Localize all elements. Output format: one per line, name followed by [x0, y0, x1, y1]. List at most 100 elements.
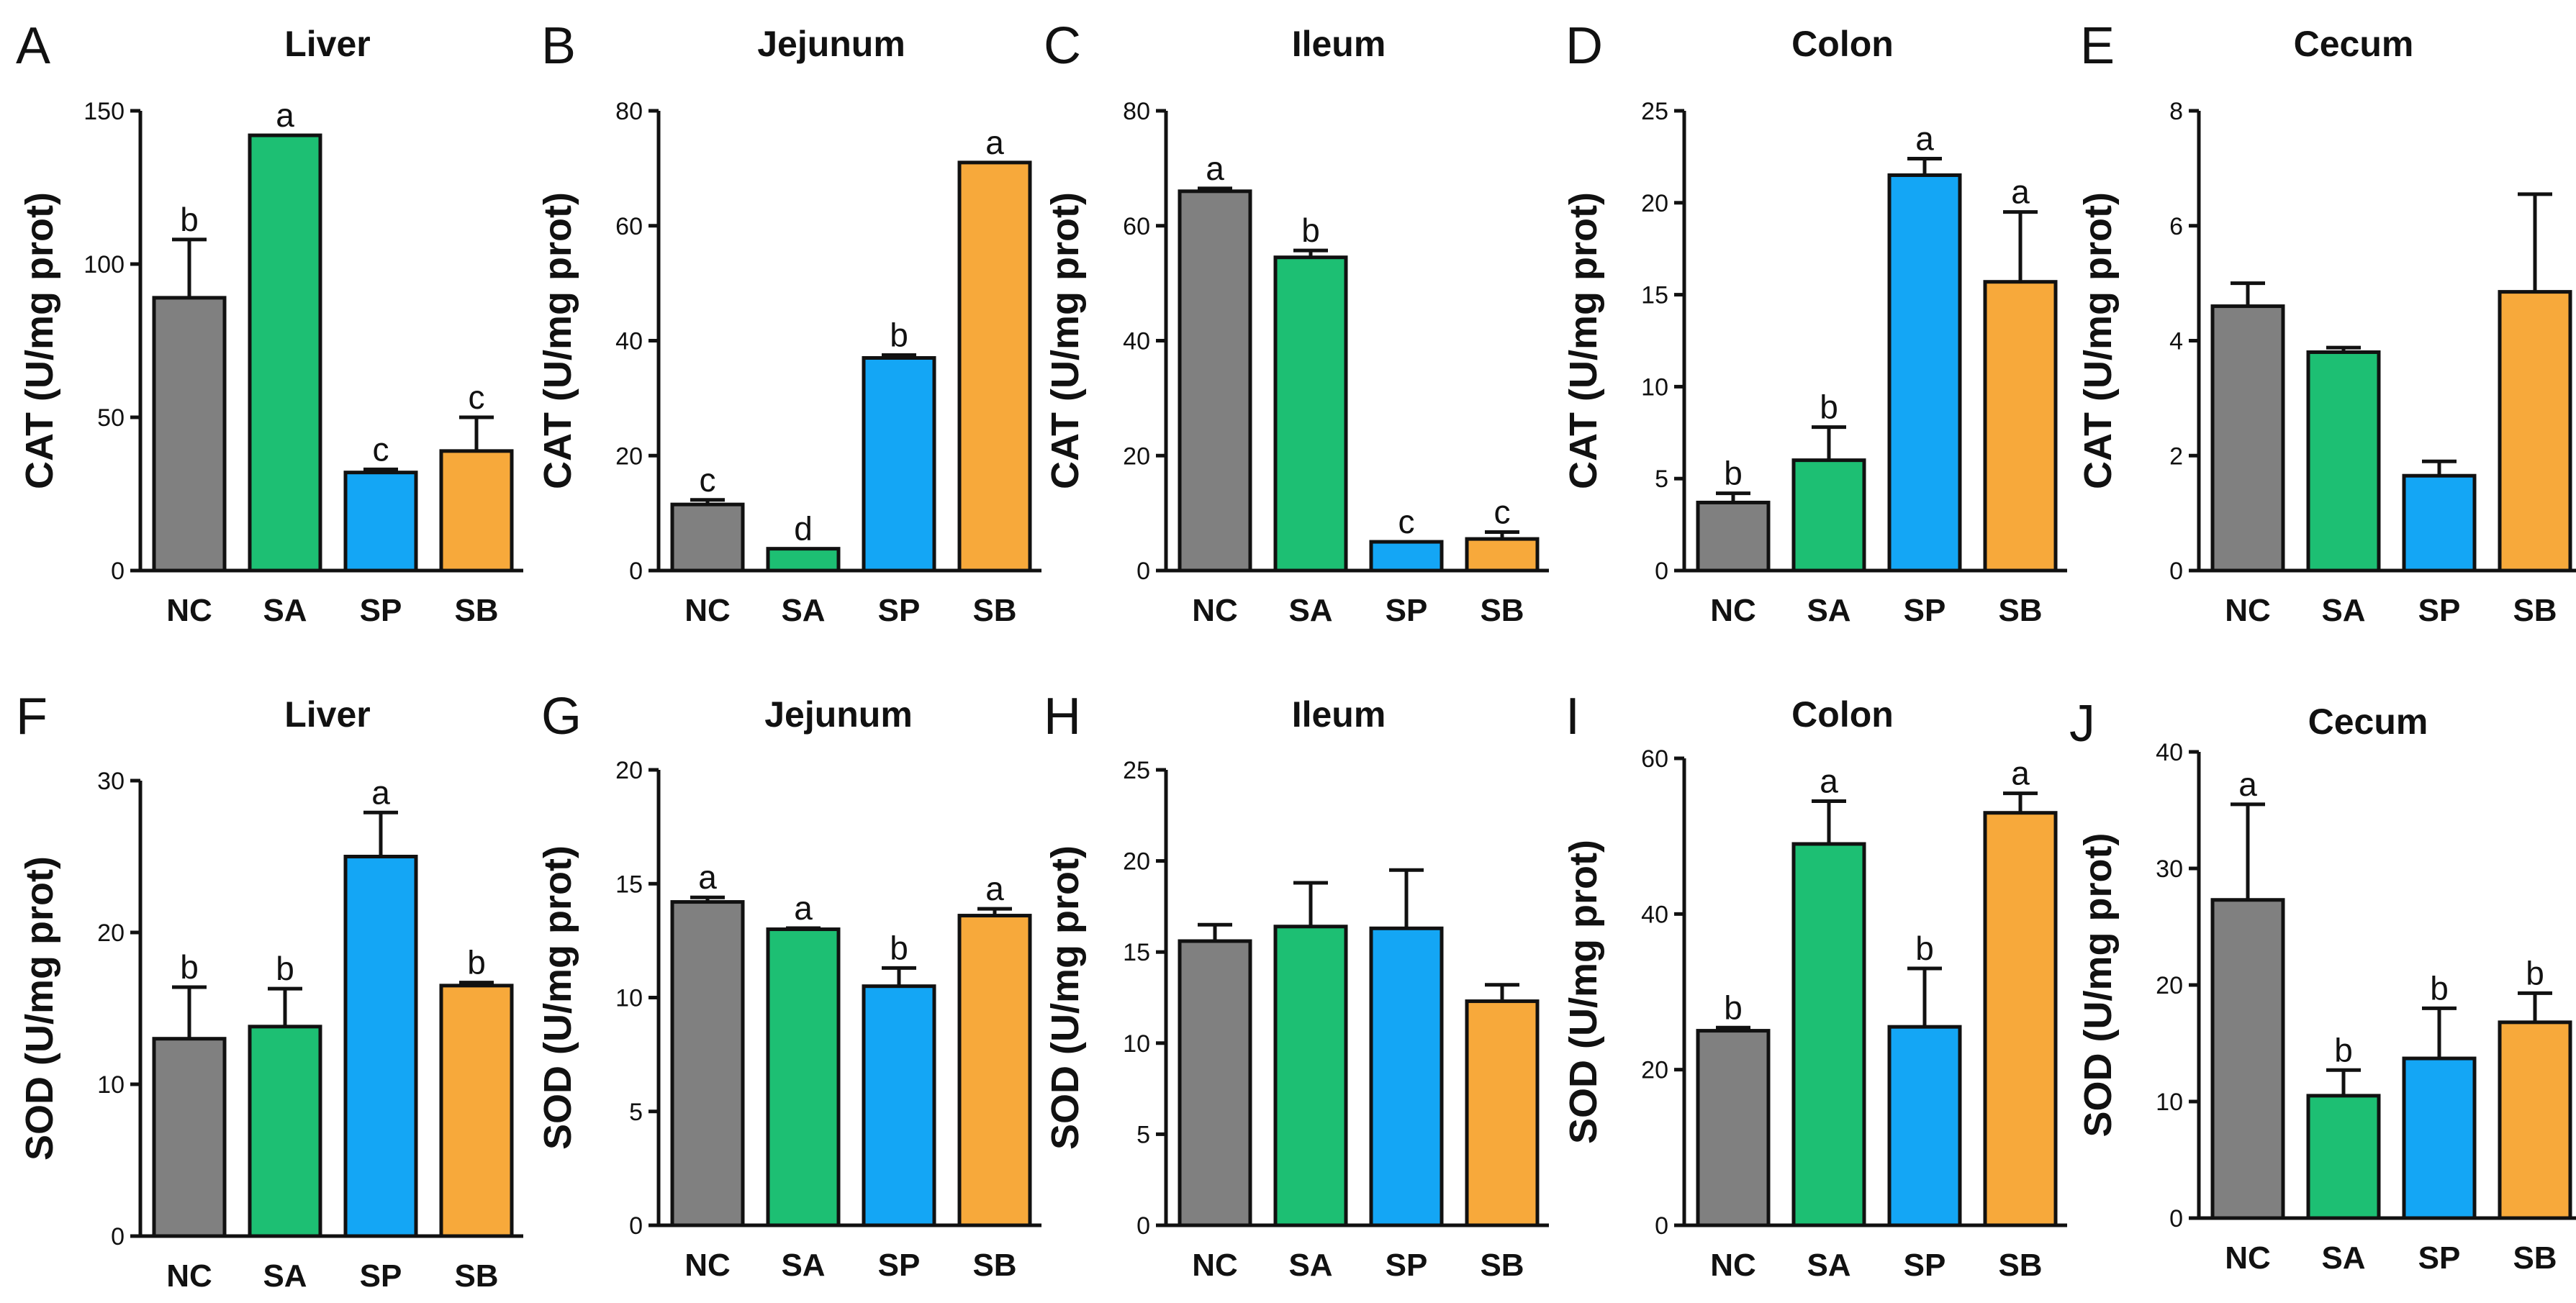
panel-e-xtick-sp: SP	[2418, 593, 2461, 628]
panel-d-ytick-label: 10	[1641, 373, 1668, 401]
panel-d-bar-sb	[1983, 280, 2058, 573]
panel-i-bar-sb	[1983, 811, 2058, 1227]
panel-i-ylabel: SOD (U/mg prot)	[1562, 840, 1605, 1144]
panel-b-xtick-sb: SB	[972, 593, 1016, 628]
panel-g-errorbar-nc	[690, 895, 725, 902]
panel-j-xtick-sa: SA	[2321, 1240, 2365, 1276]
panel-j-bar-sp	[2402, 1056, 2477, 1220]
panel-g-xtick-sp: SP	[878, 1248, 921, 1283]
panel-d-xtick-sp: SP	[1904, 593, 1946, 628]
panel-i-letter: I	[1565, 688, 1580, 745]
panel-h-errorbar-sa	[1293, 881, 1328, 927]
panel-h-ytick-label: 20	[1123, 848, 1150, 876]
panel-j-sig-sb: b	[2526, 954, 2544, 991]
panel-g-ytick-label: 20	[615, 757, 643, 784]
panel-d-sig-nc: b	[1724, 455, 1743, 492]
panel-a-sig-sp: c	[373, 430, 389, 468]
panel-c-errorbar-nc	[1198, 186, 1232, 191]
panel-d-sig-sb: a	[2011, 173, 2030, 211]
panel-g-xtick-nc: NC	[684, 1248, 731, 1283]
panel-i-sig-sp: b	[1915, 930, 1934, 967]
panel-i: I Colon SOD (U/mg prot) b NC a SA b SP a SB 0 20 40 60	[1562, 688, 2067, 1283]
panel-i-errorbar-sp	[1907, 966, 1942, 1027]
panel-a-ytick-label: 50	[97, 404, 125, 432]
panel-h-xtick-sp: SP	[1386, 1248, 1428, 1283]
panel-f: F Liver SOD (U/mg prot) b NC b SA a SP b SB 0 10 20 30	[16, 688, 523, 1294]
panel-f-xtick-sa: SA	[263, 1258, 307, 1294]
panel-j-errorbar-sa	[2326, 1068, 2361, 1096]
panel-e-ylabel: CAT (U/mg prot)	[2076, 192, 2120, 489]
panel-h-errorbar-sp	[1389, 868, 1424, 929]
panel-d-errorbar-nc	[1716, 491, 1750, 503]
panel-c-sig-nc: a	[1206, 150, 1224, 187]
panel-b-bar-sa	[766, 547, 841, 573]
panel-c-xtick-sa: SA	[1288, 593, 1332, 628]
panel-c-ytick-label: 60	[1123, 213, 1150, 240]
panel-b-xtick-nc: NC	[684, 593, 731, 628]
panel-a-sig-sa: a	[276, 96, 294, 134]
panel-j-bar-nc	[2210, 898, 2285, 1220]
panel-d-xtick-sa: SA	[1807, 593, 1850, 628]
panel-b-xtick-sa: SA	[781, 593, 825, 628]
panel-b: B Jejunum CAT (U/mg prot) c NC d SA b SP a SB 0 20 40…	[536, 17, 1041, 628]
panel-f-sig-sp: a	[371, 773, 390, 811]
panel-i-xtick-sp: SP	[1904, 1248, 1946, 1283]
panel-d-ylabel: CAT (U/mg prot)	[1562, 192, 1605, 489]
panel-j-letter: J	[2069, 695, 2095, 753]
panel-a-title: Liver	[284, 24, 371, 64]
panel-f-bar-sb	[439, 984, 514, 1238]
panel-b-errorbar-nc	[690, 498, 725, 505]
panel-d-ytick-label: 0	[1655, 558, 1668, 585]
panel-j-ytick-label: 40	[2156, 739, 2183, 766]
panel-f-errorbar-sa	[268, 986, 302, 1027]
panel-b-title: Jejunum	[757, 24, 905, 64]
panel-a-sig-sb: c	[469, 378, 485, 416]
panel-c-bar-sa	[1273, 255, 1348, 573]
panel-a-xtick-sa: SA	[263, 593, 307, 628]
panel-f-errorbar-sp	[363, 810, 398, 857]
panel-i-ytick-label: 20	[1641, 1057, 1668, 1084]
panel-j-xtick-sp: SP	[2418, 1240, 2461, 1276]
panel-j-bar-sa	[2306, 1094, 2381, 1220]
panel-g-ytick-label: 5	[629, 1099, 643, 1126]
panel-d-errorbar-sb	[2003, 210, 2038, 282]
panel-c-xtick-nc: NC	[1192, 593, 1238, 628]
panel-b-sig-sp: b	[890, 316, 908, 353]
panel-d-bar-sa	[1791, 458, 1866, 573]
panel-g-xtick-sb: SB	[972, 1248, 1016, 1283]
panel-h: H Ileum SOD (U/mg prot) NC SA SP SB 0 5 10 15 20 25	[1044, 688, 1549, 1283]
panel-i-ytick-label: 40	[1641, 901, 1668, 928]
panel-b-xtick-sp: SP	[878, 593, 921, 628]
panel-b-ytick-label: 40	[615, 328, 643, 355]
panel-f-sig-sa: b	[276, 950, 294, 987]
panel-b-ytick-label: 60	[615, 213, 643, 240]
panel-a-letter: A	[16, 17, 50, 75]
panel-g-bar-nc	[670, 900, 745, 1227]
panel-f-letter: F	[16, 688, 48, 745]
panel-a-bar-sp	[343, 471, 418, 573]
panel-e-ytick-label: 4	[2169, 328, 2183, 355]
panel-f-xtick-sb: SB	[454, 1258, 498, 1294]
panel-c-xtick-sp: SP	[1386, 593, 1428, 628]
panel-c-sig-sb: c	[1494, 493, 1511, 530]
panel-g-bar-sp	[862, 984, 936, 1227]
panel-j-sig-nc: a	[2238, 766, 2257, 803]
panel-j-ytick-label: 20	[2156, 972, 2183, 999]
panel-e-bar-nc	[2210, 304, 2285, 573]
panel-b-letter: B	[541, 17, 576, 75]
panel-h-xtick-sa: SA	[1288, 1248, 1332, 1283]
panel-e-bar-sp	[2402, 473, 2477, 573]
panel-e: E Cecum CAT (U/mg prot) NC SA SP SB 0 2 4 6 8	[2076, 17, 2576, 628]
panel-g-sig-sa: a	[794, 889, 813, 927]
panel-c-title: Ileum	[1292, 24, 1386, 64]
panel-b-sig-nc: c	[700, 461, 716, 499]
panel-i-errorbar-sa	[1812, 799, 1846, 844]
panel-g-ytick-label: 10	[615, 985, 643, 1012]
panel-a-ylabel: CAT (U/mg prot)	[18, 192, 61, 489]
panel-d-sig-sa: b	[1820, 389, 1838, 426]
panel-d-ytick-label: 5	[1655, 466, 1668, 493]
panel-i-ytick-label: 60	[1641, 745, 1668, 773]
panel-f-xtick-nc: NC	[166, 1258, 212, 1294]
panel-f-xtick-sp: SP	[360, 1258, 402, 1294]
